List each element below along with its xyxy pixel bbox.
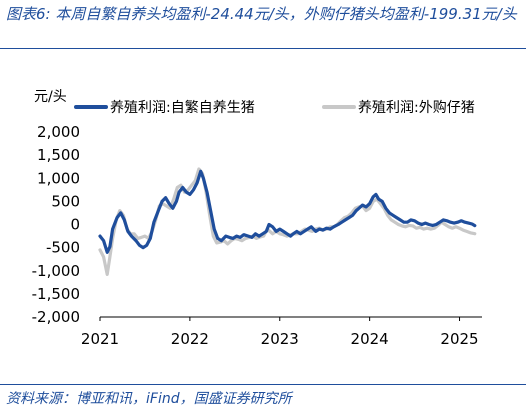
y-tick-label: 0 (70, 216, 80, 234)
y-tick-label: 500 (51, 192, 80, 210)
y-tick-label: -500 (46, 239, 80, 257)
legend: 养殖利润:自繁自养生猪 养殖利润:外购仔猪 (74, 99, 475, 116)
y-axis-unit-label: 元/头 (34, 89, 67, 105)
legend-label: 养殖利润:外购仔猪 (358, 99, 475, 116)
series-line-self-breeding (98, 169, 477, 254)
x-tick-label: 2022 (171, 330, 209, 348)
legend-label: 养殖利润:自繁自养生猪 (110, 99, 255, 116)
y-tick-label: -1,500 (32, 285, 80, 303)
x-tick-label: 2024 (351, 330, 389, 348)
y-tick-label: 1,000 (37, 169, 80, 187)
title-divider (0, 48, 526, 49)
y-tick-label: -2,000 (32, 308, 80, 326)
series-group (98, 167, 477, 276)
x-tick-label: 2021 (81, 330, 119, 348)
y-tick-label: 1,500 (37, 146, 80, 164)
source-divider (0, 384, 526, 385)
y-tick-label: -1,000 (32, 262, 80, 280)
x-tick-label: 2023 (261, 330, 299, 348)
y-axis: 2,000 1,500 1,000 500 0 -500 -1,000 -1,500 -2,00… (32, 123, 80, 326)
chart-title: 图表6: 本周自繁自养头均盈利-24.44元/头，外购仔猪头均盈利-199.31… (6, 5, 517, 23)
y-tick-label: 2,000 (37, 123, 80, 141)
source-note: 资料来源：博亚和讯，iFind，国盛证券研究所 (6, 391, 292, 407)
x-axis: 2021 2022 2023 2024 2025 (81, 316, 482, 348)
x-tick-label: 2025 (440, 330, 478, 348)
